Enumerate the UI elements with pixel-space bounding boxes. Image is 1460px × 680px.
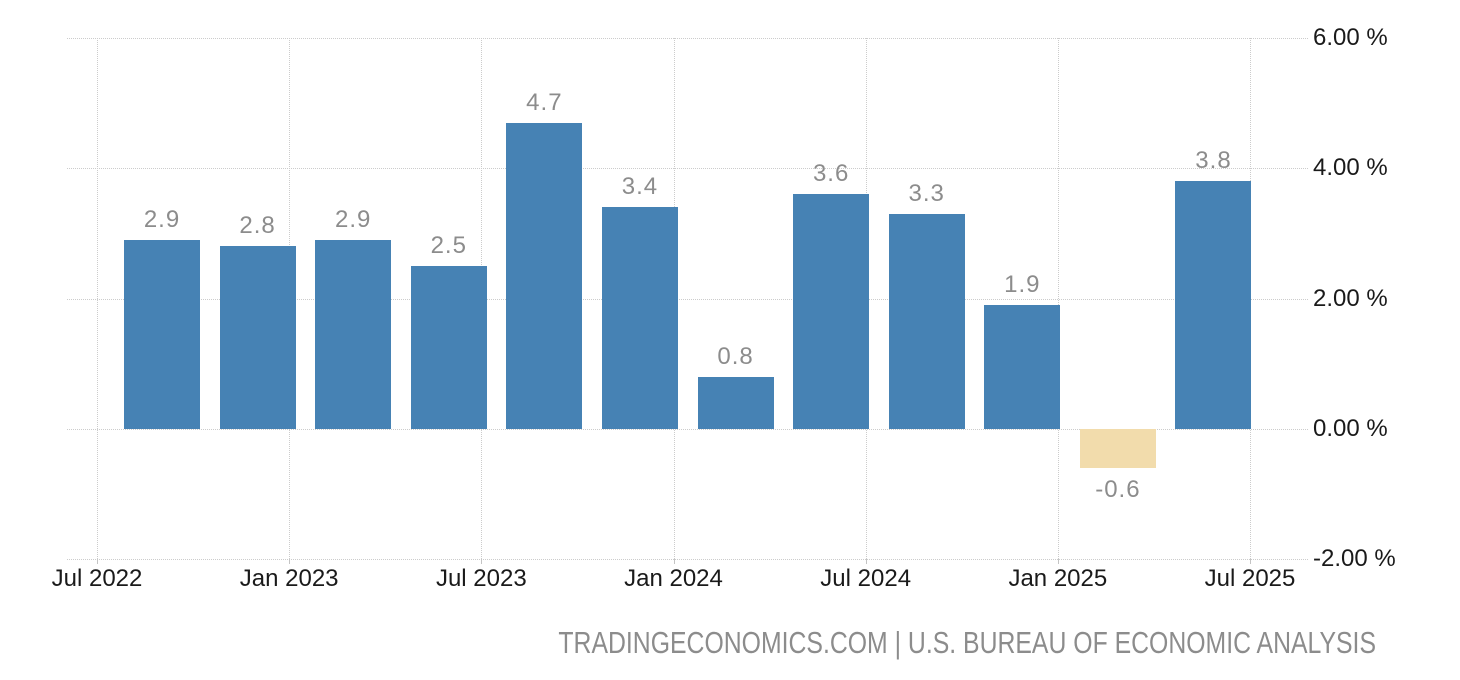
x-axis-tick-label: Jul 2022 bbox=[51, 565, 143, 592]
bar-value-label: 3.3 bbox=[908, 179, 945, 207]
bar[interactable] bbox=[124, 239, 200, 429]
bar[interactable] bbox=[410, 265, 487, 429]
x-axis-tick-label: Jul 2024 bbox=[820, 565, 912, 592]
bar-value-label: 2.8 bbox=[239, 212, 276, 240]
x-axis-tick-label: Jan 2024 bbox=[624, 565, 723, 592]
bar[interactable] bbox=[1175, 181, 1252, 429]
bar[interactable] bbox=[697, 376, 774, 429]
bar-value-label: 3.6 bbox=[812, 160, 850, 188]
bar-value-label: 3.8 bbox=[1195, 147, 1232, 175]
bar[interactable] bbox=[219, 246, 296, 429]
horizontal-gridline bbox=[67, 38, 1308, 39]
x-axis-tick bbox=[1057, 559, 1059, 564]
x-axis-tick bbox=[673, 559, 675, 564]
bar[interactable] bbox=[601, 207, 678, 429]
x-axis-tick-label: Jan 2023 bbox=[239, 565, 339, 592]
vertical-gridline bbox=[1057, 38, 1059, 559]
x-axis-tick bbox=[97, 559, 98, 564]
horizontal-gridline bbox=[67, 559, 1308, 560]
y-axis-tick-label: -2.00 % bbox=[1313, 545, 1396, 572]
horizontal-gridline bbox=[67, 428, 1308, 430]
bar[interactable] bbox=[1079, 428, 1156, 468]
bar-value-label: 1.9 bbox=[1004, 271, 1041, 298]
y-axis-tick-label: 0.00 % bbox=[1313, 414, 1388, 442]
y-axis-tick-label: 6.00 % bbox=[1313, 24, 1388, 51]
x-axis-tick-label: Jul 2023 bbox=[435, 565, 527, 592]
y-axis-tick-label: 4.00 % bbox=[1313, 154, 1388, 182]
bar-value-label: 0.8 bbox=[717, 342, 754, 370]
vertical-gridline bbox=[97, 38, 98, 559]
bar[interactable] bbox=[888, 213, 965, 429]
bar[interactable] bbox=[315, 239, 392, 429]
y-axis-tick-label: 2.00 % bbox=[1313, 284, 1388, 312]
x-axis-tick-label: Jul 2025 bbox=[1204, 565, 1296, 592]
bar-value-label: 2.5 bbox=[430, 231, 467, 259]
bar[interactable] bbox=[984, 305, 1061, 429]
bar[interactable] bbox=[793, 194, 870, 429]
bar-value-label: 3.4 bbox=[621, 173, 659, 201]
x-axis-tick bbox=[481, 559, 483, 564]
x-axis-tick bbox=[289, 559, 291, 564]
horizontal-gridline bbox=[67, 298, 1308, 300]
x-axis-tick bbox=[865, 559, 867, 564]
bar-value-label: 2.9 bbox=[334, 205, 372, 233]
bar-value-label: -0.6 bbox=[1095, 475, 1141, 503]
x-axis-tick bbox=[1250, 559, 1252, 564]
attribution-text: TRADINGECONOMICS.COM | U.S. BUREAU OF EC… bbox=[558, 625, 1376, 660]
bar-value-label: 2.9 bbox=[143, 205, 181, 233]
x-axis-tick-label: Jan 2025 bbox=[1008, 565, 1108, 592]
bar-value-label: 4.7 bbox=[526, 88, 563, 116]
horizontal-gridline bbox=[67, 168, 1308, 170]
bar[interactable] bbox=[506, 122, 583, 429]
